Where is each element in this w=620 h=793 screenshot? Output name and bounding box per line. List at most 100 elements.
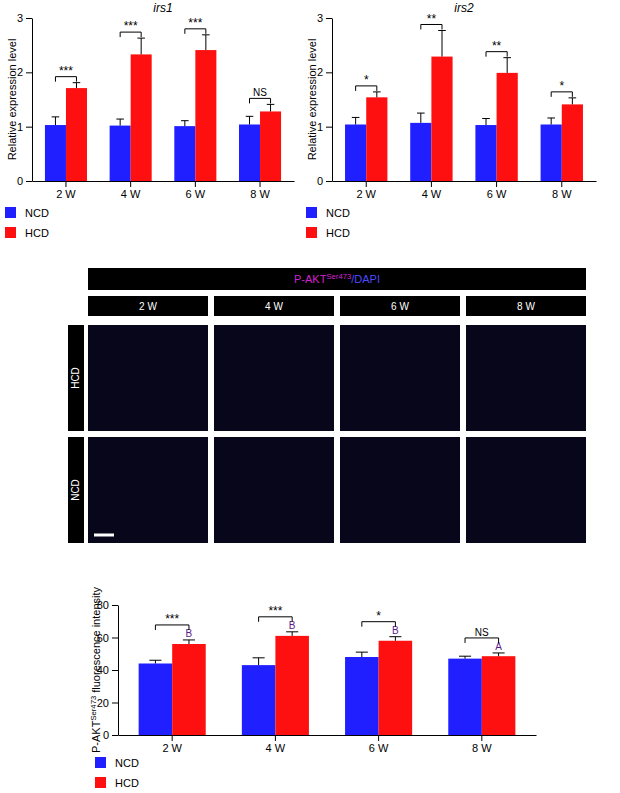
y-tick-label: 2 — [317, 66, 323, 78]
micrograph — [466, 437, 586, 543]
error-bar — [373, 92, 381, 97]
x-axis-line — [119, 735, 537, 736]
x-tick-label: 8 W — [552, 188, 572, 200]
y-tick-label: 3 — [17, 12, 23, 24]
y-axis-line — [32, 19, 33, 182]
error-bar — [482, 119, 490, 126]
y-tick-label: 0 — [17, 175, 23, 187]
column-bar — [340, 296, 460, 316]
error-bar — [503, 58, 511, 73]
y-tick-mark — [112, 638, 118, 639]
bar — [260, 111, 281, 181]
y-tick-label: 3 — [317, 12, 323, 24]
bar — [448, 659, 482, 735]
legend-label: NCD — [25, 207, 49, 219]
x-tick: 6 W — [186, 181, 206, 200]
micrograph — [214, 437, 334, 543]
plot-area — [45, 35, 281, 181]
significance-label: * — [376, 609, 381, 623]
y-tick: 2 — [17, 66, 32, 78]
bar — [66, 88, 87, 181]
y-tick-mark — [112, 703, 118, 704]
x-tick: 2 W — [162, 735, 182, 754]
x-tick-label: 2 W — [56, 188, 76, 200]
micrograph — [466, 325, 586, 431]
error-bar — [253, 658, 265, 665]
bar — [242, 665, 276, 735]
y-tick-label: 1 — [17, 121, 23, 133]
column-label: 8 W — [517, 301, 535, 312]
legend: NCD HCD — [5, 207, 49, 239]
x-tick: 8 W — [552, 181, 572, 200]
bar — [110, 126, 131, 181]
legend-label: NCD — [326, 207, 350, 219]
y-tick-mark — [326, 18, 332, 19]
scale-bar — [94, 534, 114, 537]
y-tick-label: 0 — [103, 729, 109, 741]
x-tick-mark — [275, 735, 276, 741]
x-tick-mark — [260, 181, 261, 187]
y-axis: 0 1 2 3 — [17, 12, 33, 187]
error-bar — [438, 30, 446, 56]
legend-label: HCD — [25, 227, 49, 239]
y-axis-line — [118, 606, 119, 736]
x-tick-label: 4 W — [121, 188, 141, 200]
legend-swatch — [306, 207, 317, 218]
column-label: 6 W — [391, 301, 409, 312]
annotations: ****** — [356, 11, 573, 96]
error-bar — [202, 35, 210, 50]
error-bar — [181, 121, 189, 126]
legend-label: HCD — [115, 777, 139, 789]
x-tick-label: 4 W — [266, 742, 286, 754]
legend-swatch — [95, 757, 106, 768]
chart-title: irs1 — [153, 1, 172, 15]
error-bar — [137, 38, 145, 54]
label-part: P-AKT — [90, 720, 102, 753]
x-tick-mark — [366, 181, 367, 187]
x-tick: 8 W — [472, 735, 492, 754]
chart: 0204060802 W4 W6 W8 WBBBA*******NS — [97, 599, 537, 754]
x-tick-mark — [496, 181, 497, 187]
column-bar — [214, 296, 334, 316]
bar — [45, 125, 66, 181]
chart-title: irs2 — [454, 1, 474, 15]
y-tick-label: 20 — [97, 697, 109, 709]
y-axis: 0123 — [317, 12, 333, 187]
y-tick-mark — [326, 72, 332, 73]
bar — [379, 641, 413, 735]
error-bar — [116, 119, 124, 126]
error-bar — [356, 652, 368, 657]
label-part: P-AKT — [294, 273, 327, 285]
error-bar — [267, 104, 275, 111]
x-tick: 8 W — [250, 181, 270, 200]
x-tick-label: 8 W — [472, 742, 492, 754]
legend: NCDHCD — [306, 207, 350, 239]
y-tick-mark — [112, 735, 118, 736]
bar — [562, 104, 583, 181]
x-tick-mark — [481, 735, 482, 741]
error-bar — [417, 113, 425, 123]
x-tick: 6 W — [369, 735, 389, 754]
annotations: *********NS — [55, 16, 270, 104]
micrograph — [88, 437, 208, 543]
significance-label: *** — [59, 64, 73, 78]
bar — [195, 50, 216, 181]
bar — [431, 57, 452, 181]
significance-label: ** — [427, 11, 437, 25]
legend-swatch — [95, 777, 106, 788]
micrograph — [340, 325, 460, 431]
significance-label: * — [559, 79, 564, 93]
x-tick-mark — [130, 181, 131, 187]
y-tick-mark — [112, 605, 118, 606]
error-bar — [389, 637, 401, 641]
error-bar — [183, 640, 195, 644]
bar — [497, 73, 518, 181]
x-tick-mark — [195, 181, 196, 187]
error-bar — [569, 98, 577, 105]
y-tick: 0 — [103, 729, 118, 741]
legend: NCDHCD — [95, 757, 139, 789]
error-bar — [52, 117, 60, 125]
row-bar — [68, 325, 84, 431]
error-bar — [493, 653, 505, 656]
row-label: HCD — [70, 367, 81, 389]
